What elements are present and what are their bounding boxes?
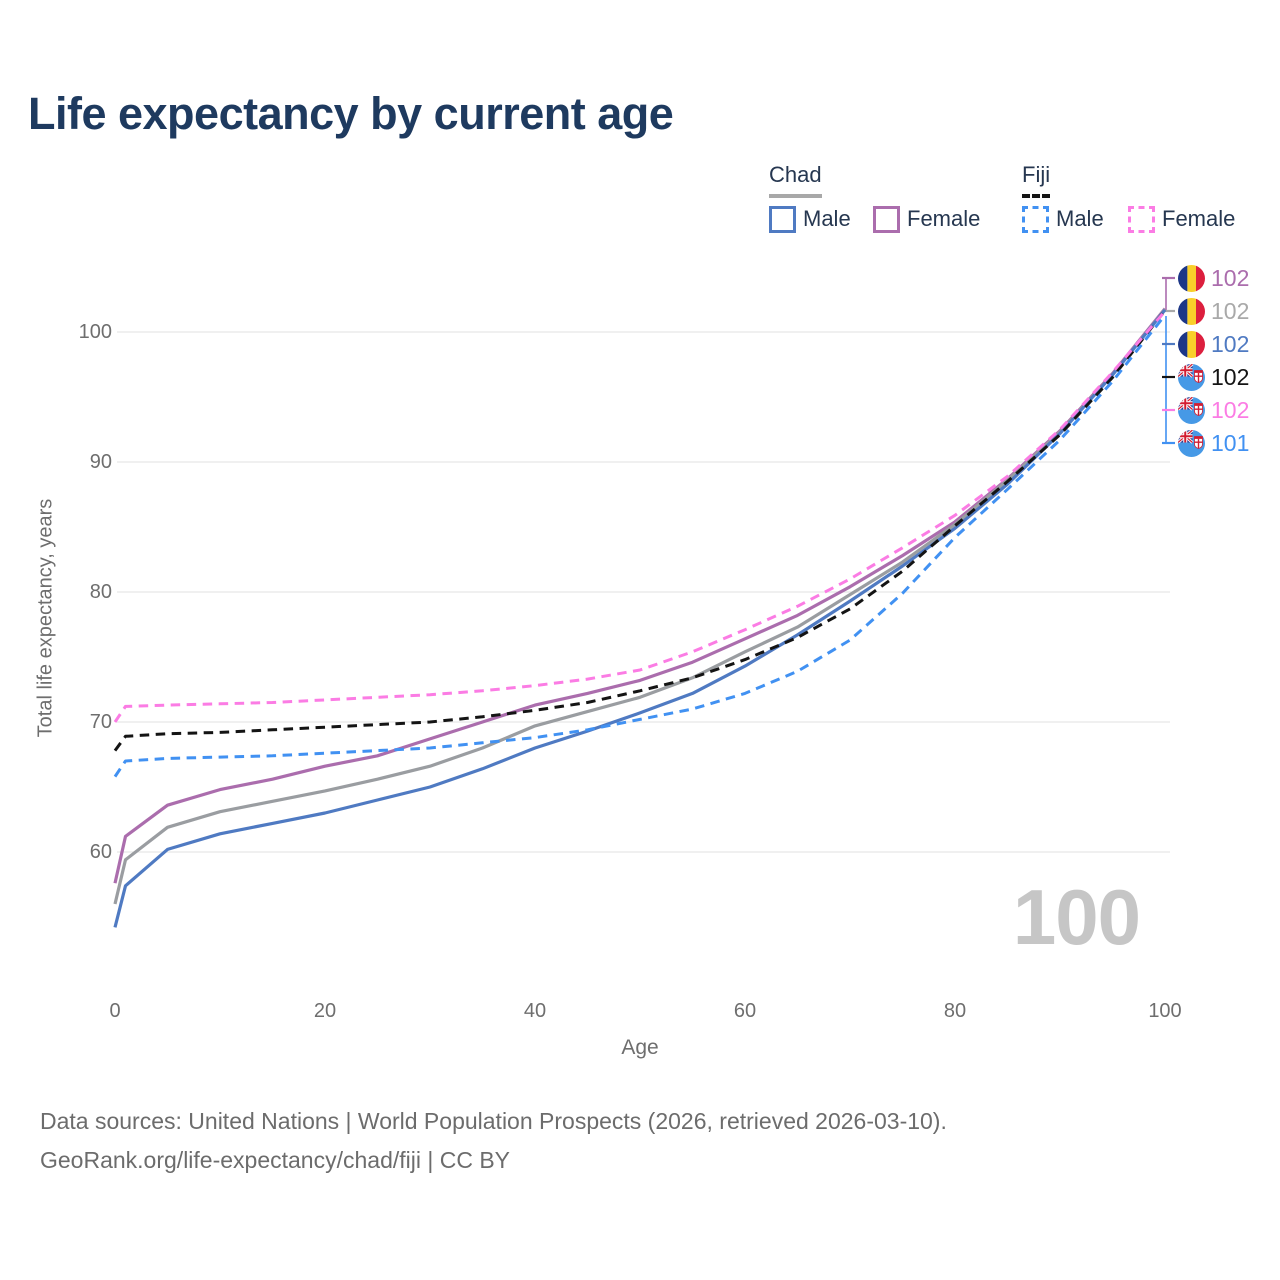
legend-item-fiji-male[interactable]: Male [1022, 205, 1104, 233]
chad-flag-icon [1178, 331, 1205, 358]
legend-item-chad-male[interactable]: Male [769, 205, 851, 233]
page-title: Life expectancy by current age [28, 88, 674, 139]
chad-male-swatch-icon [769, 205, 796, 233]
end-label-chad-female[interactable]: 102 [1178, 264, 1249, 292]
y-tick-60: 60 [89, 841, 112, 863]
end-value: 101 [1211, 429, 1250, 456]
legend-country-fiji[interactable]: Fiji [1022, 162, 1051, 198]
end-value: 102 [1211, 363, 1250, 390]
x-tick-0: 0 [109, 1000, 121, 1022]
chad-flag-icon [1178, 298, 1205, 325]
y-tick-100: 100 [78, 321, 112, 343]
x-tick-40: 40 [523, 1000, 547, 1022]
legend-label: Male [803, 206, 851, 231]
end-value: 102 [1211, 330, 1250, 357]
legend-label: Female [907, 206, 981, 231]
chad-flag-icon [1178, 265, 1205, 292]
end-value: 102 [1211, 264, 1250, 291]
chad-female-swatch-icon [873, 205, 900, 233]
fiji-flag-icon [1178, 397, 1205, 424]
legend-label: Male [1056, 206, 1104, 231]
x-tick-80: 80 [943, 1000, 967, 1022]
legend-item-chad-female[interactable]: Female [873, 205, 980, 233]
y-tick-90: 90 [89, 451, 112, 473]
y-tick-80: 80 [89, 581, 112, 603]
fiji-female-swatch-icon [1128, 205, 1155, 233]
age-indicator-watermark: 100 [1012, 873, 1141, 961]
fiji-flag-icon [1178, 430, 1205, 457]
attribution-link[interactable]: GeoRank.org/life-expectancy/chad/fiji | … [40, 1147, 511, 1173]
end-label-fiji-all[interactable]: 102 [1178, 363, 1249, 391]
legend-label: Female [1162, 206, 1236, 231]
x-tick-100: 100 [1148, 1000, 1182, 1022]
fiji-flag-icon [1178, 364, 1205, 391]
end-label-fiji-male[interactable]: 101 [1178, 429, 1249, 457]
data-sources-note: Data sources: United Nations | World Pop… [40, 1108, 947, 1134]
legend-country-chad[interactable]: Chad [769, 162, 822, 198]
x-tick-20: 20 [313, 1000, 337, 1022]
x-axis-title: Age [621, 1036, 659, 1059]
end-value: 102 [1211, 396, 1250, 423]
legend-item-fiji-female[interactable]: Female [1128, 205, 1235, 233]
x-tick-60: 60 [733, 1000, 757, 1022]
end-label-chad-male[interactable]: 102 [1178, 330, 1249, 358]
end-value: 102 [1211, 297, 1250, 324]
end-label-fiji-female[interactable]: 102 [1178, 396, 1249, 424]
end-label-chad-all[interactable]: 102 [1178, 297, 1249, 325]
y-axis-title: Total life expectancy, years [34, 498, 57, 738]
y-tick-70: 70 [89, 711, 112, 733]
fiji-male-swatch-icon [1022, 205, 1049, 233]
